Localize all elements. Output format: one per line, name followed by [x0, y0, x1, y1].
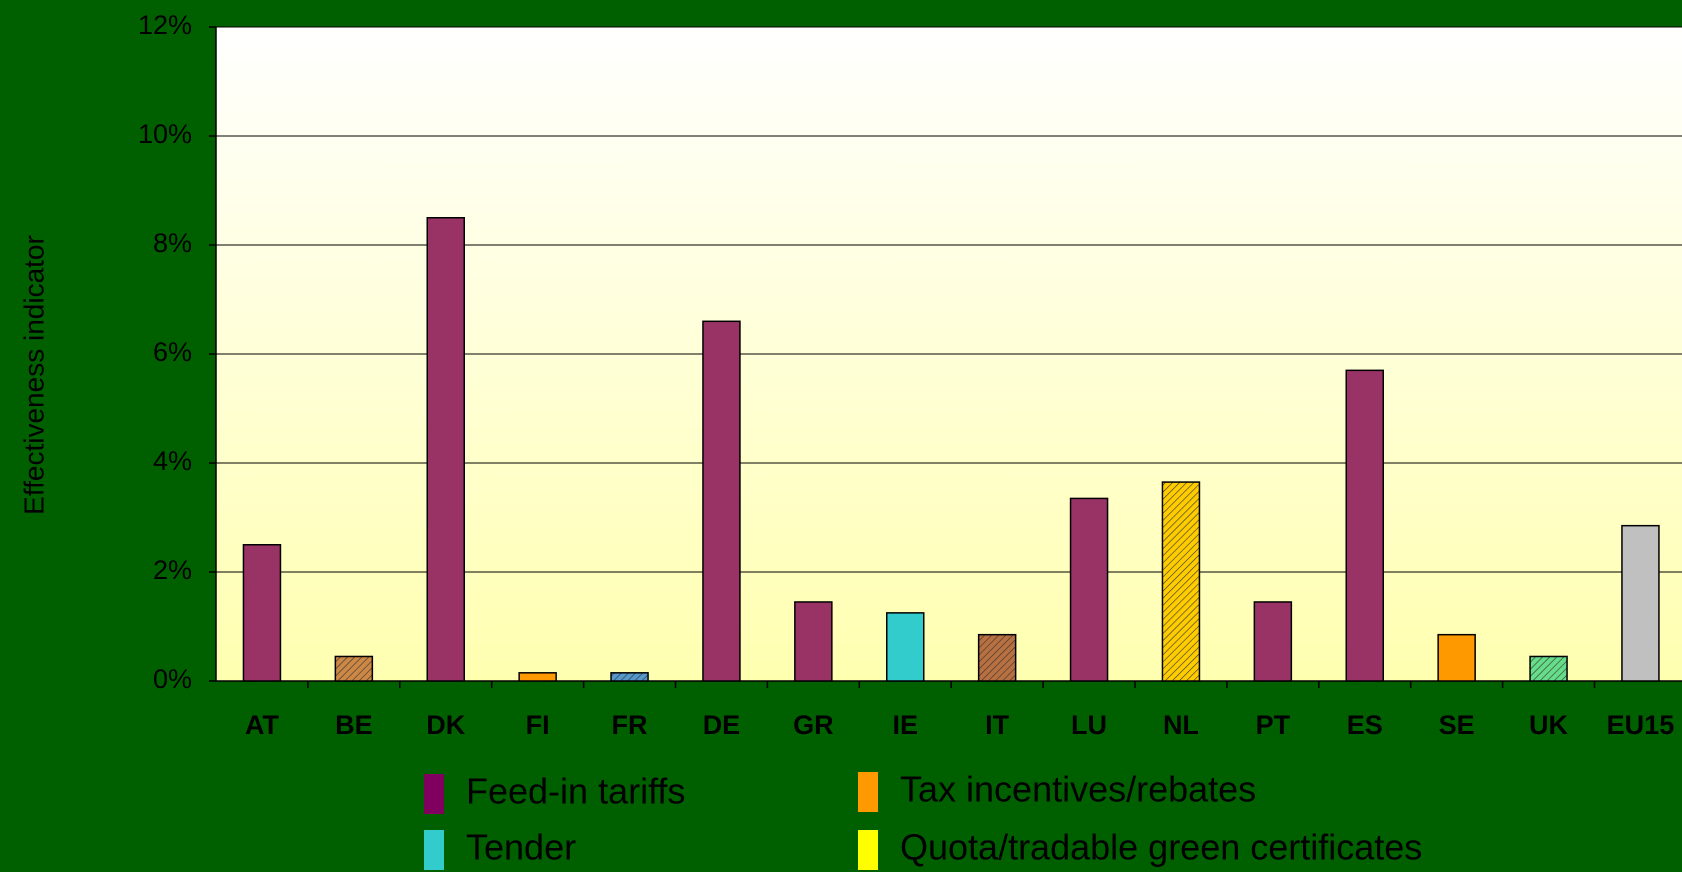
bar — [702, 320, 741, 682]
y-tick-label: 8% — [153, 228, 192, 258]
y-tick-label: 12% — [138, 10, 192, 40]
x-tick-label: FI — [526, 710, 550, 740]
legend-swatch — [424, 774, 444, 814]
x-tick-label: PT — [1256, 710, 1291, 740]
y-tick-label: 2% — [153, 555, 192, 585]
x-tick-label: DE — [703, 710, 741, 740]
bar — [886, 612, 925, 682]
bar — [1069, 497, 1109, 682]
x-tick-label: LU — [1071, 710, 1107, 740]
x-tick-label: UK — [1529, 710, 1568, 740]
bar — [242, 544, 282, 682]
bar — [1437, 633, 1476, 682]
legend-swatch — [424, 830, 444, 870]
bar — [794, 601, 833, 682]
x-tick-label: ES — [1347, 710, 1383, 740]
x-tick-label: IT — [985, 710, 1010, 740]
x-tick-label: NL — [1163, 710, 1199, 740]
bar — [1253, 601, 1293, 682]
x-tick-label: BE — [335, 710, 373, 740]
y-tick-label: 0% — [153, 664, 192, 694]
legend-swatch — [858, 772, 878, 812]
x-tick-label: FR — [612, 710, 648, 740]
bar — [977, 633, 1017, 682]
x-tick-label: SE — [1439, 710, 1475, 740]
y-tick-label: 4% — [153, 446, 192, 476]
legend-label: Quota/tradable green certificates — [900, 827, 1422, 868]
legend-label: Tender — [466, 827, 576, 868]
legend-label: Feed-in tariffs — [466, 771, 685, 812]
x-tick-label: AT — [245, 710, 279, 740]
bar — [334, 655, 374, 682]
y-tick-label: 10% — [138, 119, 192, 149]
x-tick-label: EU15 — [1607, 710, 1675, 740]
x-tick-label: GR — [793, 710, 834, 740]
bar — [1345, 369, 1384, 682]
legend-swatch — [858, 830, 878, 870]
bar — [1529, 655, 1568, 682]
y-tick-label: 6% — [153, 337, 192, 367]
bar — [610, 672, 649, 682]
y-axis-label: Effectiveness indicator — [18, 235, 49, 515]
legend-label: Tax incentives/rebates — [900, 769, 1256, 810]
x-tick-label: DK — [426, 710, 465, 740]
bar — [1621, 524, 1660, 682]
bar — [518, 672, 557, 682]
bar — [1161, 481, 1201, 682]
bar — [426, 217, 465, 682]
x-tick-label: IE — [892, 710, 918, 740]
